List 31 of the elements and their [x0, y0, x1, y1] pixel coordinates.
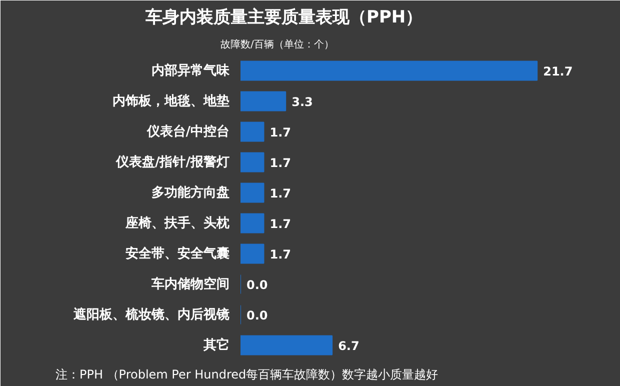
y-tick-label: 遮阳板、梳妆镜、内后视镜 — [72, 306, 230, 322]
bar — [240, 335, 333, 356]
y-tick-label: 其它 — [202, 336, 230, 353]
y-tick-label: 多功能方向盘 — [152, 184, 230, 200]
y-tick-label: 座椅、扶手、头枕 — [124, 214, 230, 231]
bar — [240, 122, 264, 142]
data-label: 3.3 — [292, 94, 313, 109]
chart-subtitle: 故障数/百辆（单位：个） — [220, 38, 334, 50]
bar — [240, 182, 264, 203]
data-label: 1.7 — [270, 125, 291, 140]
y-tick-label: 内部异常气味 — [152, 62, 230, 78]
bar — [240, 91, 286, 112]
data-label: 0.0 — [246, 308, 268, 322]
text: 注：PPH （Problem Per Hundred每百辆车故障数）数字越小质量越好 — [56, 368, 438, 382]
bar — [240, 213, 264, 234]
bar — [240, 60, 538, 81]
y-tick-label: 车内储物空间 — [150, 276, 230, 292]
y-tick-label: 安全带、安全气囊 — [126, 245, 230, 262]
data-label: 1.7 — [270, 156, 291, 170]
data-label: 1.7 — [270, 247, 291, 262]
y-tick-label: 仪表盘/指针/报警灯 — [115, 154, 230, 170]
chart-title: 车身内装质量主要质量表现（PPH） — [144, 8, 423, 28]
y-tick-label: 内饰板，地毯、地垫 — [112, 94, 230, 109]
y-tick-label: 仪表台/中控台 — [146, 123, 230, 140]
data-label: 1.7 — [270, 216, 291, 231]
data-label: 21.7 — [543, 64, 573, 78]
data-label: 6.7 — [338, 338, 360, 353]
data-label: 0.0 — [246, 278, 268, 292]
data-label: 1.7 — [270, 186, 291, 200]
bar — [240, 244, 264, 264]
bar — [240, 152, 264, 172]
